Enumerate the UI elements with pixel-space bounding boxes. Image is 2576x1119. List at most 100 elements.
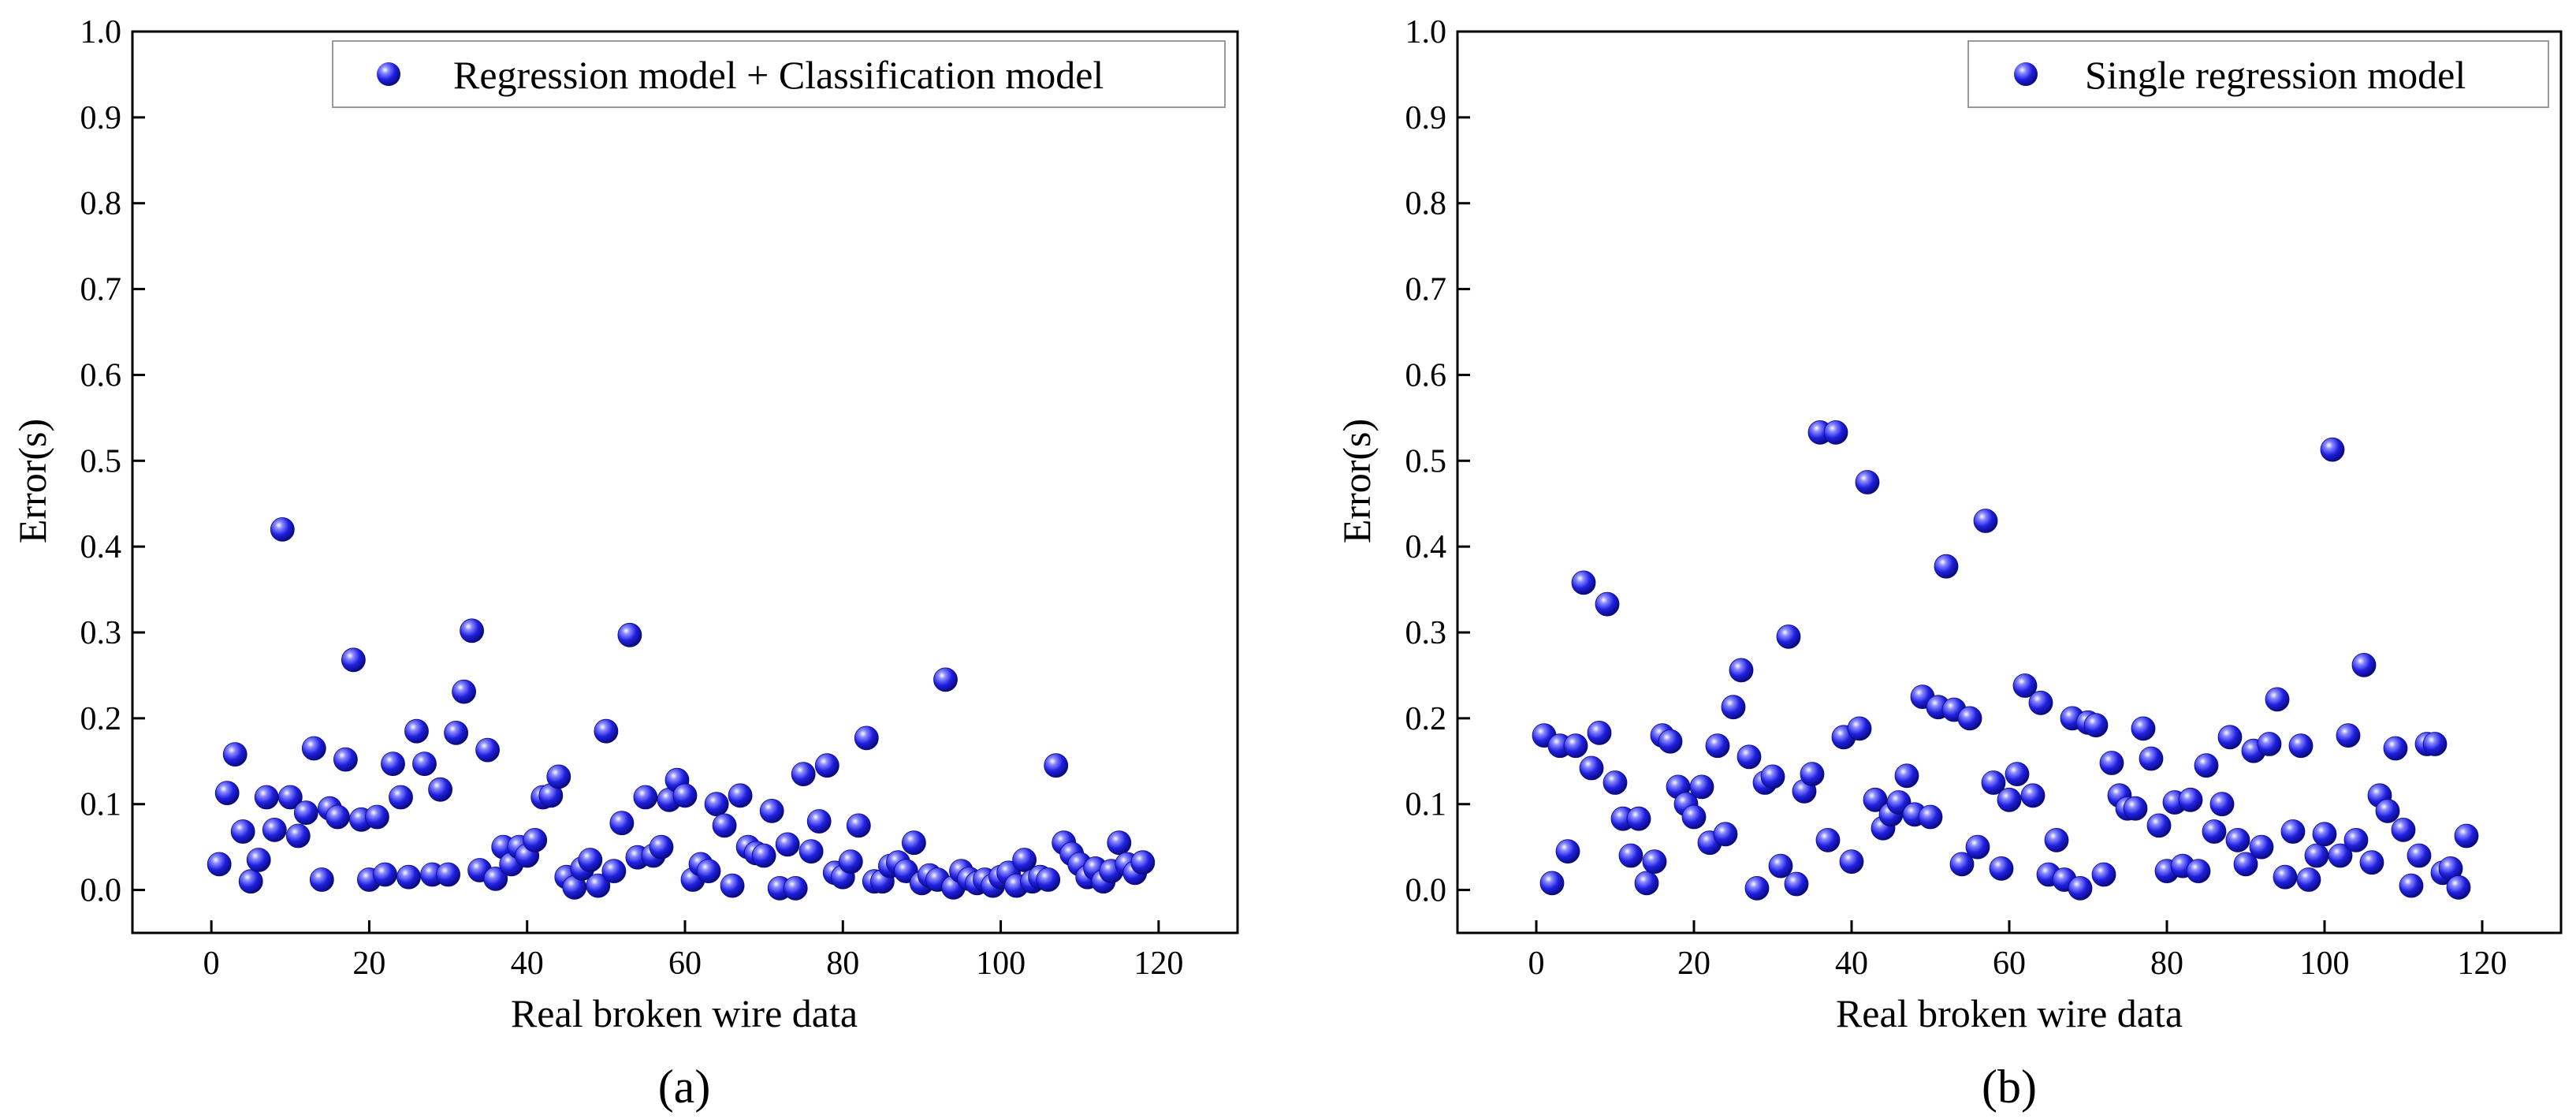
y-axis-b: 0.0 0.1 0.2 0.3 0.4 0.5 0.6 0.7 0.8 0.9 1.0: [1405, 14, 1470, 909]
data-point: [649, 834, 674, 860]
x-axis-title-a: Real broken wire data: [511, 991, 858, 1035]
legend-label-a: Regression model + Classification model: [453, 53, 1104, 97]
data-point: [1044, 753, 1069, 778]
data-point: [2068, 876, 2093, 901]
legend-b: Single regression model: [1967, 40, 2549, 108]
data-point: [1579, 755, 1604, 781]
data-point: [1973, 509, 1998, 533]
data-point: [2375, 799, 2400, 823]
data-point: [617, 622, 642, 647]
data-point: [1729, 658, 1754, 683]
data-point: [214, 781, 240, 805]
data-point: [412, 752, 437, 776]
data-point: [1744, 876, 1770, 901]
data-point: [254, 785, 279, 810]
data-point: [1587, 721, 1612, 745]
y-axis-title-a: Error(s): [10, 419, 54, 543]
data-point: [277, 785, 303, 810]
y-tick-label: 0.7: [1405, 272, 1447, 308]
data-point: [270, 517, 295, 542]
legend-a: Regression model + Classification model: [332, 40, 1226, 108]
y-axis-a: 0.0 0.1 0.2 0.3 0.4 0.5 0.6 0.7 0.8 0.9 1.0: [80, 14, 145, 909]
data-point: [2217, 725, 2243, 750]
data-point: [2312, 822, 2337, 847]
data-point: [1737, 744, 1762, 770]
data-point: [672, 783, 698, 808]
y-tick-label: 0.1: [1405, 787, 1447, 823]
data-point: [2020, 783, 2046, 808]
data-point: [483, 867, 508, 891]
data-point: [436, 862, 460, 887]
data-point: [594, 718, 619, 744]
data-point: [2383, 736, 2408, 761]
data-point: [1800, 762, 1825, 786]
data-point: [1784, 871, 1809, 897]
data-point: [2257, 732, 2282, 756]
x-tick-label: 0: [1528, 946, 1545, 982]
data-point: [712, 813, 737, 838]
data-point: [1626, 806, 1651, 831]
y-tick-label: 0.0: [1405, 873, 1447, 909]
x-tick-label: 0: [203, 946, 220, 982]
data-point: [2233, 852, 2258, 877]
data-point: [1760, 764, 1785, 789]
y-axis-title-b: Error(s): [1335, 419, 1379, 543]
data-point: [2288, 733, 2314, 759]
data-point: [428, 777, 452, 802]
scatter-points-a: [207, 517, 1156, 901]
data-point: [246, 848, 271, 872]
data-point: [806, 809, 832, 834]
data-point: [1949, 852, 1975, 877]
data-point: [2273, 864, 2298, 890]
data-point: [1855, 470, 1880, 494]
data-point: [2336, 723, 2361, 748]
data-point: [523, 828, 548, 852]
data-point: [578, 848, 603, 872]
data-point: [1130, 850, 1156, 875]
data-point: [838, 849, 863, 874]
data-point: [1721, 695, 1746, 720]
data-point: [1618, 843, 1644, 868]
x-axis-b: 0 20 40 60 80 100 120: [1528, 920, 2507, 982]
data-point: [902, 830, 926, 856]
x-tick-label: 40: [511, 946, 544, 982]
y-tick-label: 0.3: [1405, 615, 1447, 651]
data-point: [2139, 746, 2164, 771]
data-point: [2044, 828, 2069, 852]
y-tick-label: 0.3: [80, 615, 122, 651]
y-tick-label: 0.6: [1405, 357, 1447, 394]
x-tick-label: 60: [668, 946, 702, 982]
data-point: [1563, 733, 1588, 759]
data-point: [775, 832, 800, 857]
data-point: [1012, 848, 1037, 872]
data-point: [293, 800, 318, 825]
data-point: [341, 647, 366, 673]
data-point: [1705, 733, 1730, 759]
data-point: [1965, 834, 1990, 860]
data-point: [238, 869, 263, 894]
data-point: [2454, 823, 2479, 849]
x-tick-label: 80: [826, 946, 859, 982]
data-point: [1107, 830, 1132, 856]
x-axis-title-b: Real broken wire data: [1836, 991, 2183, 1035]
data-point: [1571, 570, 1596, 595]
data-point: [222, 742, 248, 767]
data-point: [696, 859, 721, 883]
data-point: [2209, 792, 2235, 817]
data-point: [814, 753, 839, 778]
data-point: [933, 667, 958, 692]
x-tick-label: 120: [2458, 946, 2507, 982]
data-point: [1768, 853, 1793, 878]
data-point: [1642, 849, 1667, 874]
data-point: [2304, 843, 2329, 868]
data-point: [854, 725, 879, 751]
data-point: [2399, 873, 2424, 898]
data-point: [546, 764, 571, 789]
data-point: [1555, 839, 1580, 863]
data-point: [1815, 828, 1841, 852]
data-point: [2359, 850, 2384, 875]
data-point: [2194, 753, 2219, 778]
y-tick-label: 0.4: [1405, 529, 1447, 565]
data-point: [285, 823, 311, 849]
data-point: [601, 859, 627, 883]
